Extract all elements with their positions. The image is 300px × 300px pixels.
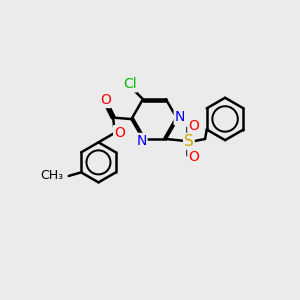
Text: O: O (100, 93, 111, 107)
Text: O: O (114, 126, 125, 140)
Text: S: S (184, 134, 194, 149)
Text: N: N (175, 110, 185, 124)
Text: Cl: Cl (123, 77, 136, 92)
Text: N: N (136, 134, 147, 148)
Text: O: O (188, 119, 199, 133)
Text: CH₃: CH₃ (40, 169, 64, 182)
Text: O: O (188, 150, 199, 164)
